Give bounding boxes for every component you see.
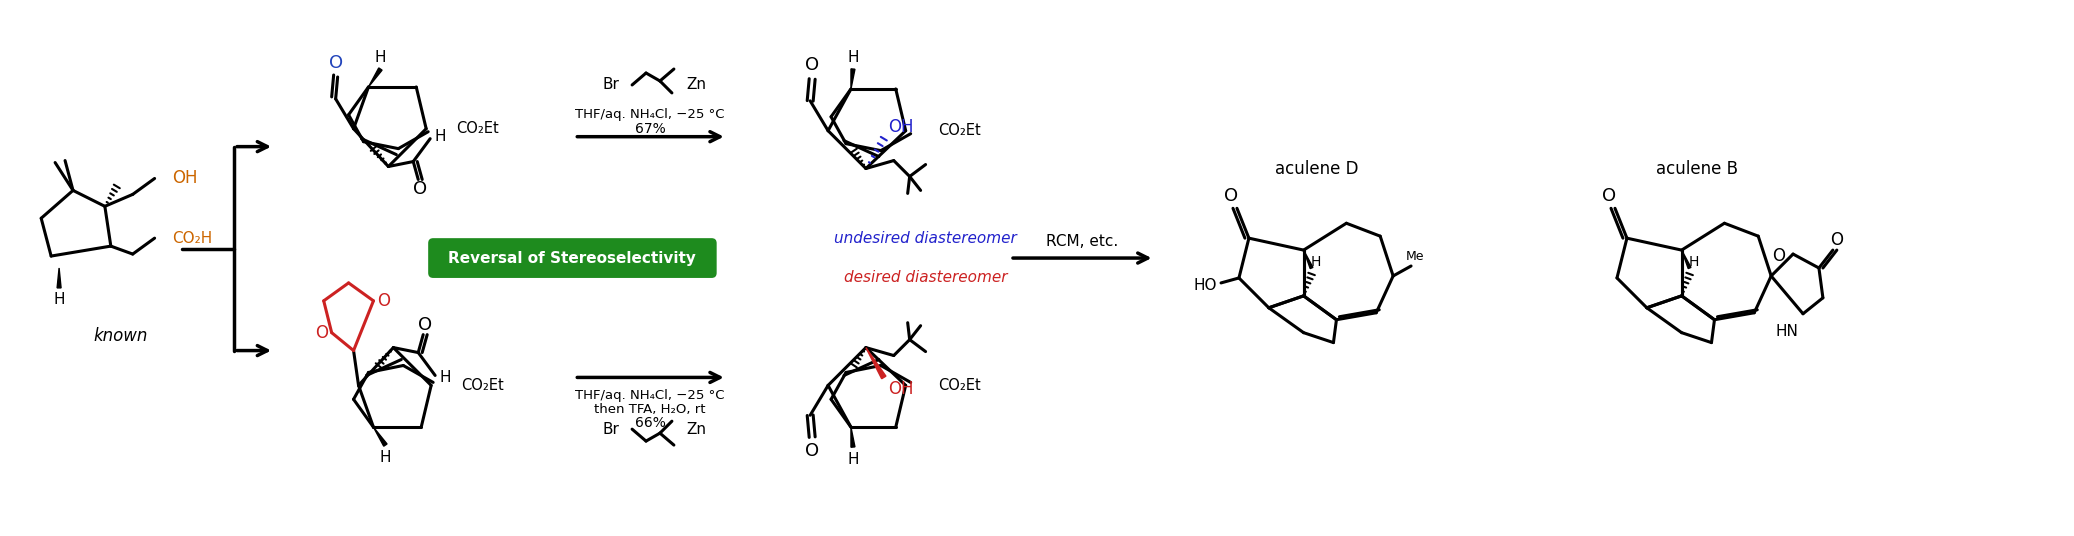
Polygon shape	[865, 347, 886, 379]
Polygon shape	[850, 69, 854, 89]
Text: H: H	[1311, 255, 1321, 269]
Text: O: O	[413, 181, 427, 198]
Text: HO: HO	[1193, 278, 1217, 293]
Text: OH: OH	[888, 118, 913, 136]
Text: O: O	[1601, 188, 1616, 205]
Text: desired diastereomer: desired diastereomer	[844, 271, 1008, 286]
Text: H: H	[1688, 255, 1699, 269]
Text: RCM, etc.: RCM, etc.	[1045, 234, 1118, 249]
Text: Reversal of Stereoselectivity: Reversal of Stereoselectivity	[448, 250, 697, 265]
Text: H: H	[440, 370, 450, 385]
FancyBboxPatch shape	[427, 238, 718, 278]
Text: H: H	[375, 50, 386, 65]
Text: then TFA, H₂O, rt: then TFA, H₂O, rt	[595, 403, 705, 416]
Text: O: O	[1771, 247, 1786, 265]
Text: Zn: Zn	[686, 78, 707, 92]
Text: O: O	[315, 324, 328, 341]
Text: aculene B: aculene B	[1655, 160, 1738, 177]
Text: O: O	[419, 316, 431, 334]
Text: known: known	[93, 326, 147, 345]
Polygon shape	[369, 68, 382, 87]
Polygon shape	[850, 427, 854, 447]
Text: CO₂Et: CO₂Et	[460, 378, 504, 393]
Polygon shape	[1682, 250, 1690, 269]
Text: CO₂Et: CO₂Et	[456, 121, 498, 136]
Polygon shape	[58, 268, 60, 288]
Text: H: H	[380, 450, 392, 465]
Text: Br: Br	[601, 422, 620, 437]
Text: OH: OH	[172, 169, 197, 188]
Text: O: O	[805, 442, 819, 460]
Text: HN: HN	[1775, 324, 1798, 339]
Text: Me: Me	[1406, 250, 1425, 263]
Text: CO₂H: CO₂H	[172, 230, 214, 245]
Text: aculene D: aculene D	[1276, 160, 1358, 177]
Text: H: H	[433, 129, 446, 144]
Text: CO₂Et: CO₂Et	[940, 378, 981, 393]
Text: O: O	[377, 292, 390, 310]
Text: 67%: 67%	[635, 122, 666, 136]
Text: OH: OH	[888, 381, 913, 398]
Text: 66%: 66%	[635, 416, 666, 430]
Text: THF/aq. NH₄Cl, −25 °C: THF/aq. NH₄Cl, −25 °C	[574, 389, 724, 402]
Text: Br: Br	[601, 78, 620, 92]
Text: H: H	[846, 451, 859, 466]
Text: H: H	[846, 50, 859, 65]
Text: CO₂Et: CO₂Et	[940, 123, 981, 138]
Polygon shape	[1305, 250, 1313, 269]
Text: undesired diastereomer: undesired diastereomer	[834, 230, 1016, 245]
Text: O: O	[1224, 188, 1238, 205]
Polygon shape	[373, 427, 388, 446]
Text: O: O	[805, 56, 819, 74]
Text: O: O	[1831, 231, 1844, 249]
Text: Zn: Zn	[686, 422, 707, 437]
Text: O: O	[328, 54, 342, 72]
Text: THF/aq. NH₄Cl, −25 °C: THF/aq. NH₄Cl, −25 °C	[574, 108, 724, 121]
Text: H: H	[54, 292, 64, 307]
